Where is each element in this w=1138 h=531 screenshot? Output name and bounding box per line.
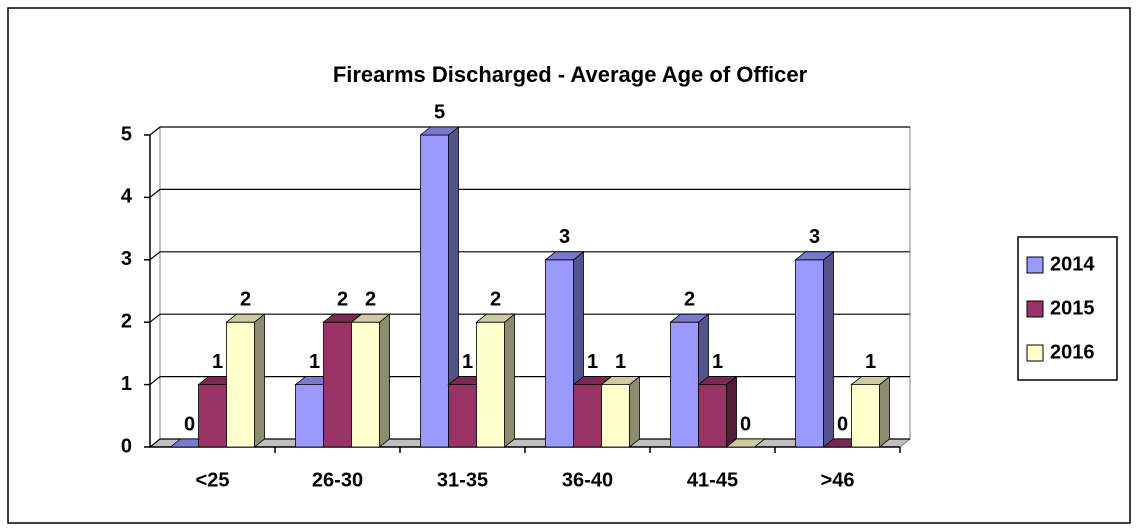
bar-top	[794, 251, 835, 261]
data-label: 5	[434, 101, 445, 123]
legend-label: 2016	[1050, 341, 1095, 363]
y-tick-label: 5	[121, 123, 132, 145]
grid-line	[149, 313, 910, 323]
data-label: 1	[309, 351, 320, 373]
bar-side	[254, 313, 265, 448]
data-label: 2	[337, 288, 348, 310]
bar-side	[379, 313, 390, 448]
bar	[545, 259, 574, 448]
bar-top	[475, 313, 516, 323]
data-label: 1	[615, 351, 626, 373]
y-tick-label: 3	[121, 248, 132, 270]
grid-line	[149, 188, 910, 198]
legend-label: 2015	[1050, 297, 1095, 319]
grid-line	[149, 376, 910, 386]
data-label: 2	[490, 288, 501, 310]
bar-top	[225, 313, 266, 323]
bar-side	[726, 375, 737, 448]
bar-top	[544, 251, 585, 261]
bar-side	[629, 375, 640, 448]
legend-swatch	[1026, 344, 1044, 362]
x-tick-label: >46	[821, 469, 855, 491]
data-label: 1	[587, 351, 598, 373]
data-label: 1	[212, 351, 223, 373]
bar	[295, 384, 324, 448]
bar	[670, 321, 699, 448]
bar	[323, 321, 352, 448]
bar-top	[350, 313, 391, 323]
grid-line	[149, 251, 910, 261]
bar	[448, 384, 477, 448]
bar-top	[669, 313, 710, 323]
x-tick-label: 41-45	[687, 469, 738, 491]
data-label: 2	[684, 288, 695, 310]
data-label: 0	[740, 413, 751, 435]
bar	[420, 134, 449, 448]
data-label: 2	[365, 288, 376, 310]
bar	[351, 321, 380, 448]
y-tick-label: 0	[121, 435, 132, 457]
data-label: 0	[184, 413, 195, 435]
chart-title: Firearms Discharged - Average Age of Off…	[333, 62, 808, 87]
bar	[573, 384, 602, 448]
grid-line	[149, 126, 910, 136]
data-label: 3	[809, 226, 820, 248]
legend-swatch	[1026, 256, 1044, 274]
x-tick-label: 26-30	[312, 469, 363, 491]
data-label: 1	[865, 351, 876, 373]
bar-top	[419, 126, 460, 136]
data-label: 2	[240, 288, 251, 310]
legend-swatch	[1026, 300, 1044, 318]
bar	[198, 384, 227, 448]
bar-side	[504, 313, 515, 448]
bar	[851, 384, 880, 448]
y-tick-label: 4	[121, 186, 133, 208]
bar-top	[850, 376, 891, 386]
data-label: 3	[559, 226, 570, 248]
bar	[226, 321, 255, 448]
x-tick-label: 36-40	[562, 469, 613, 491]
y-tick-label: 2	[121, 310, 132, 332]
data-label: 0	[837, 413, 848, 435]
x-tick-label: 31-35	[437, 469, 488, 491]
bar-top	[725, 438, 766, 448]
data-label: 1	[712, 351, 723, 373]
bar	[698, 384, 727, 448]
bar	[601, 384, 630, 448]
data-label: 1	[462, 351, 473, 373]
grid-line	[149, 438, 910, 448]
bar-side	[879, 375, 890, 448]
bar	[795, 259, 824, 448]
x-tick-label: <25	[196, 469, 230, 491]
bar	[476, 321, 505, 448]
bar-top	[600, 376, 641, 386]
y-tick-label: 1	[121, 373, 132, 395]
bar-top	[697, 376, 738, 386]
bar-side	[823, 250, 834, 448]
legend-label: 2014	[1050, 253, 1095, 275]
